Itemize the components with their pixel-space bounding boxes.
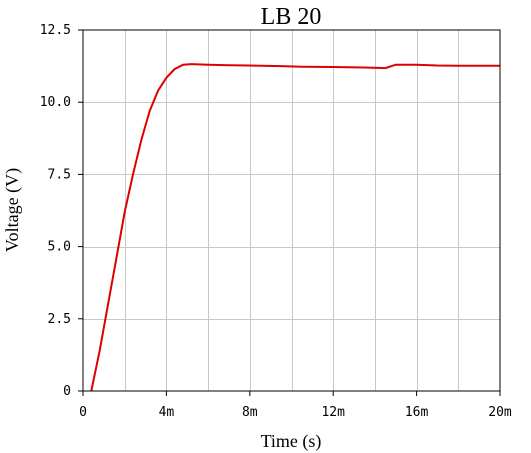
x-axis-ticks: 0 4m 8m 12m 16m 20m <box>79 391 512 420</box>
x-tick-label-5: 20m <box>488 405 512 420</box>
series-line-0 <box>90 63 500 392</box>
x-tick-label-2: 8m <box>242 405 258 420</box>
y-tick-label-5: 12.5 <box>40 23 71 38</box>
y-tick-label-4: 10.0 <box>40 95 71 110</box>
y-tick-label-1: 2.5 <box>48 312 71 327</box>
y-tick-label-3: 7.5 <box>48 167 71 182</box>
x-tick-label-4: 16m <box>405 405 429 420</box>
x-tick-label-1: 4m <box>159 405 175 420</box>
y-tick-label-0: 0 <box>63 384 71 399</box>
plot-frame <box>82 29 501 392</box>
chart-title: LB 20 <box>261 4 322 30</box>
x-tick-label-3: 12m <box>321 405 345 420</box>
x-axis-label: Time (s) <box>261 431 322 452</box>
x-tick-label-0: 0 <box>79 405 87 420</box>
plot-series <box>90 63 500 392</box>
grid-lines <box>83 30 500 391</box>
y-axis-label: Voltage (V) <box>2 168 23 252</box>
y-axis-ticks: 0 2.5 5.0 7.5 10.0 12.5 <box>40 23 83 399</box>
y-tick-label-2: 5.0 <box>48 240 71 255</box>
